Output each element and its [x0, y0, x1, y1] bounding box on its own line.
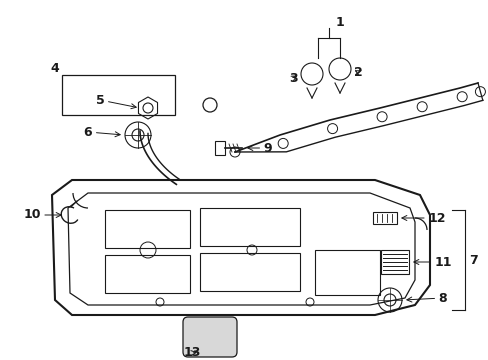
- Text: 13: 13: [183, 346, 200, 360]
- Text: 6: 6: [83, 126, 120, 139]
- Text: 2: 2: [353, 66, 362, 78]
- Text: 8: 8: [406, 292, 447, 305]
- Bar: [105, 255, 190, 293]
- Text: 7: 7: [468, 253, 476, 266]
- Text: 5: 5: [96, 94, 136, 109]
- Bar: [200, 208, 299, 246]
- Text: 3: 3: [288, 72, 297, 85]
- Text: 10: 10: [23, 208, 61, 221]
- Text: 11: 11: [413, 256, 451, 269]
- Bar: [215, 141, 224, 155]
- Bar: [105, 210, 190, 248]
- Bar: [314, 250, 379, 295]
- Bar: [372, 212, 396, 224]
- Bar: [380, 250, 408, 274]
- FancyBboxPatch shape: [183, 317, 237, 357]
- Text: 9: 9: [247, 141, 272, 154]
- Bar: [200, 253, 299, 291]
- Text: 12: 12: [401, 211, 445, 225]
- Text: 4: 4: [51, 62, 59, 75]
- Text: 1: 1: [335, 15, 344, 28]
